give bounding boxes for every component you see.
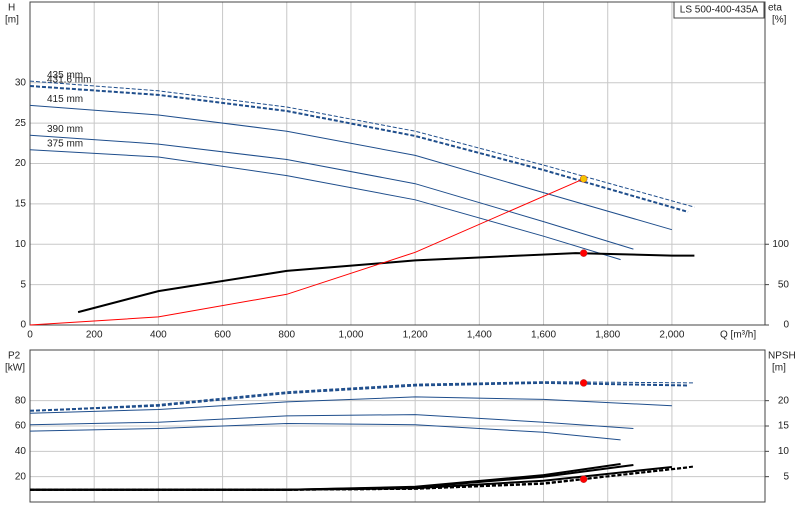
chart-title: LS 500-400-435A [680, 5, 759, 16]
y2-tick-label: 10 [778, 446, 790, 457]
y-axis-label: P2 [8, 351, 21, 362]
y-tick-label: 10 [15, 239, 27, 250]
x-tick-label: 200 [86, 330, 103, 341]
curve-label: 431.6 mm [47, 75, 91, 86]
y-tick-label: 80 [15, 395, 27, 406]
y2-tick-label: 100 [772, 239, 789, 250]
operating-point [579, 175, 588, 183]
x-axis-label: Q [m³/h] [720, 330, 756, 341]
curve-label: 435 mm [47, 70, 83, 81]
y2-axis-unit: [m] [772, 363, 786, 374]
y2-axis-unit: [%] [772, 15, 787, 26]
operating-point [579, 249, 588, 257]
plot-frame [29, 1, 766, 326]
y2-tick-label: 20 [778, 395, 790, 406]
y-tick-label: 15 [15, 199, 27, 210]
curve [77, 252, 695, 314]
curve [29, 381, 695, 412]
curve-label: 415 mm [47, 94, 83, 105]
y-tick-label: 30 [15, 77, 27, 88]
y-tick-label: 20 [15, 471, 27, 482]
curve-label: 390 mm [47, 124, 83, 135]
x-tick-label: 1,600 [531, 330, 556, 341]
curve [29, 85, 689, 213]
y-axis-unit: [m] [5, 15, 19, 26]
x-tick-label: 1,400 [467, 330, 492, 341]
y2-tick-label: 50 [778, 279, 790, 290]
curve [30, 463, 621, 491]
x-tick-label: 800 [278, 330, 295, 341]
curve [29, 396, 672, 414]
plot-frame [29, 349, 766, 503]
x-tick-label: 0 [27, 330, 33, 341]
x-tick-label: 2,000 [659, 330, 684, 341]
y2-axis-label: eta [768, 3, 782, 14]
curve [29, 381, 689, 412]
x-tick-label: 1,000 [338, 330, 363, 341]
operating-point [579, 475, 588, 483]
curve [29, 80, 695, 208]
curve [29, 422, 621, 441]
x-tick-label: 1,200 [403, 330, 428, 341]
y2-tick-label: 0 [783, 320, 789, 331]
x-tick-label: 600 [214, 330, 231, 341]
x-tick-label: 1,800 [595, 330, 620, 341]
y-tick-label: 60 [15, 421, 27, 432]
y2-tick-label: 15 [778, 421, 790, 432]
curve [29, 178, 584, 326]
y2-tick-label: 5 [783, 471, 789, 482]
curve [29, 104, 673, 231]
curve [29, 134, 634, 250]
y-axis-unit: [kW] [5, 363, 25, 374]
y-tick-label: 40 [15, 446, 27, 457]
y-tick-label: 20 [15, 158, 27, 169]
y-axis-label: H [8, 3, 15, 14]
y-tick-label: 25 [15, 118, 27, 129]
operating-point [579, 379, 588, 387]
y-tick-label: 0 [20, 320, 26, 331]
curve [29, 414, 634, 429]
y-tick-label: 5 [20, 279, 26, 290]
curve [29, 149, 621, 261]
y2-axis-label: NPSH [768, 351, 796, 362]
x-tick-label: 400 [150, 330, 167, 341]
curve-label: 375 mm [47, 138, 83, 149]
